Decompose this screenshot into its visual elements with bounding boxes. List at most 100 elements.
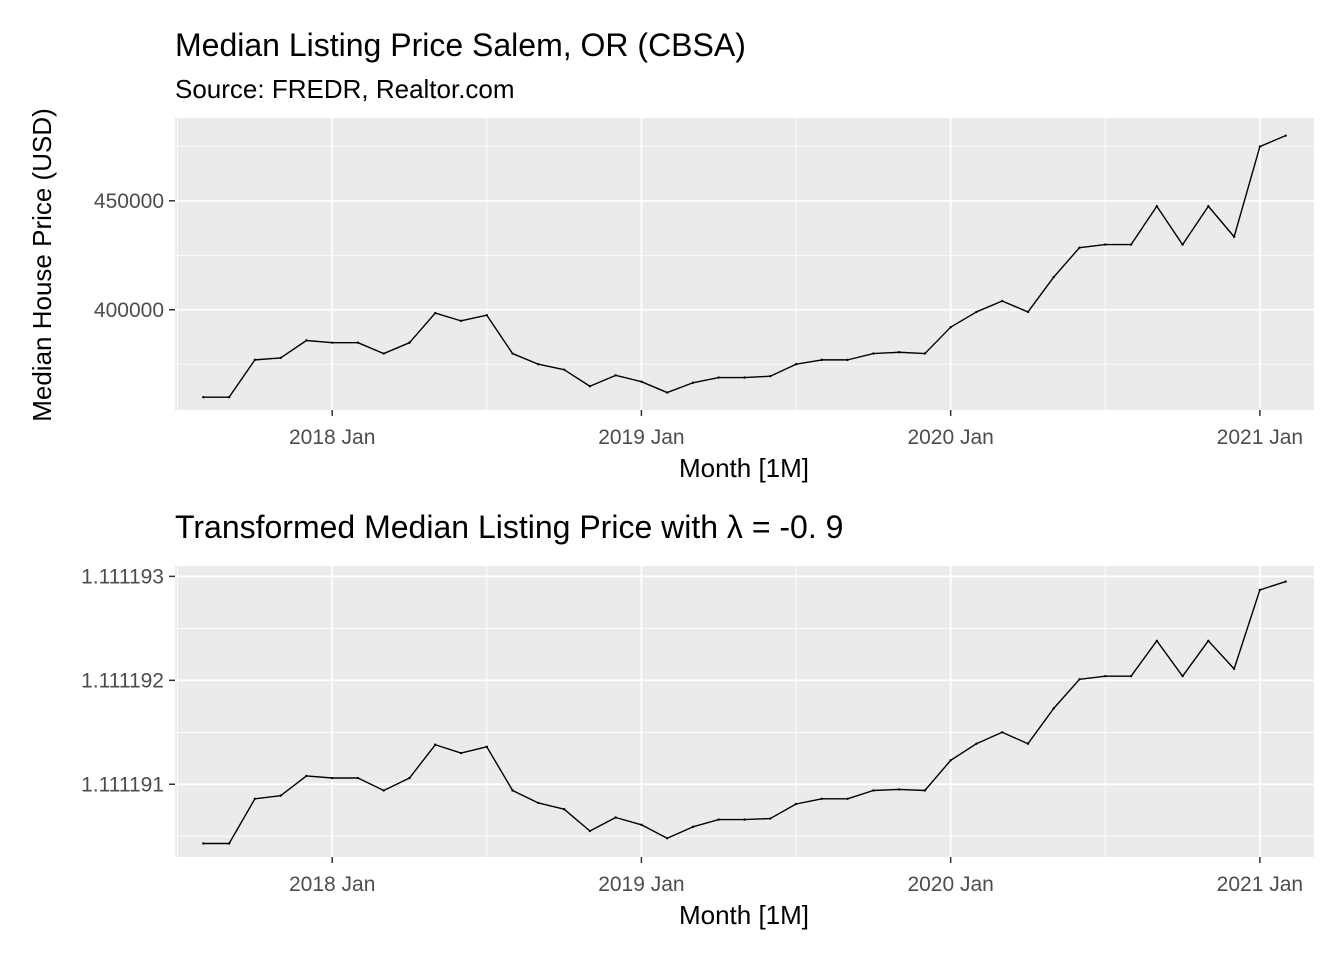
- chart-1-gridlines: [175, 118, 1314, 410]
- data-point-2018-03: [382, 352, 385, 355]
- data-point-2020-01: [949, 759, 952, 762]
- data-point-2018-09: [537, 363, 540, 366]
- data-point-2018-11: [588, 385, 592, 388]
- chart-1-x-tick-label-2018: 2018 Jan: [289, 426, 375, 449]
- data-point-2020-09: [1155, 205, 1159, 208]
- chart-2: Transformed Median Listing Price with λ …: [81, 509, 1314, 930]
- data-point-2019-04: [717, 376, 720, 379]
- data-point-2019-12: [923, 789, 927, 792]
- data-point-2019-06: [769, 375, 772, 378]
- data-point-2018-06: [459, 751, 463, 755]
- data-point-2020-06: [1078, 678, 1081, 681]
- data-point-2017-10: [253, 358, 257, 362]
- data-point-2018-01: [330, 776, 334, 780]
- data-point-2017-08: [202, 395, 205, 399]
- data-point-2018-11: [588, 829, 592, 833]
- chart-1-x-tick-label-2019: 2019 Jan: [598, 426, 684, 449]
- chart-1-x-axis-title: Month [1M]: [679, 453, 809, 483]
- chart-2-x-tick-label-2021: 2021 Jan: [1217, 873, 1303, 896]
- data-point-2018-06: [459, 319, 463, 323]
- data-point-2019-08: [820, 797, 824, 800]
- chart-1-x-tick-label-2020: 2020 Jan: [907, 426, 993, 449]
- data-point-2020-10: [1181, 674, 1184, 678]
- data-point-2021-02: [1284, 580, 1287, 583]
- data-point-2018-12: [614, 816, 617, 819]
- data-point-2018-04: [408, 776, 411, 780]
- data-point-2020-02: [975, 310, 978, 314]
- data-point-2019-01: [640, 380, 643, 383]
- chart-1-axis-ticks: [169, 200, 1261, 416]
- data-point-2018-10: [562, 368, 566, 371]
- data-point-2019-01: [640, 823, 643, 826]
- data-point-2019-06: [769, 817, 772, 820]
- data-point-2019-09: [846, 797, 849, 800]
- chart-2-y-tick-label-1.111193: 1.111193: [81, 565, 164, 588]
- chart-1: Median Listing Price Salem, OR (CBSA) So…: [27, 27, 1314, 483]
- data-point-2020-05: [1052, 275, 1055, 279]
- data-point-2020-10: [1181, 243, 1184, 246]
- data-point-2018-12: [614, 374, 617, 377]
- data-point-2019-02: [665, 391, 669, 394]
- data-point-2018-07: [485, 745, 489, 749]
- data-point-2021-02: [1284, 134, 1287, 137]
- chart-1-plot-panel: [175, 118, 1314, 410]
- data-point-2020-12: [1232, 235, 1236, 238]
- data-point-2020-06: [1078, 246, 1081, 249]
- data-point-2017-12: [305, 774, 308, 778]
- data-point-2018-01: [330, 341, 334, 344]
- data-point-2017-12: [305, 339, 308, 342]
- data-point-2020-07: [1104, 243, 1107, 246]
- data-point-2019-09: [846, 358, 849, 362]
- data-point-2017-11: [279, 794, 282, 797]
- data-point-2018-05: [434, 743, 437, 746]
- data-point-2018-09: [537, 801, 540, 805]
- data-point-2017-09: [227, 842, 231, 845]
- data-point-2018-05: [434, 311, 437, 315]
- data-point-2020-03: [1000, 299, 1004, 303]
- data-point-2018-10: [562, 807, 566, 811]
- data-point-2020-01: [949, 325, 952, 329]
- data-point-2019-04: [717, 818, 720, 821]
- chart-1-title: Median Listing Price Salem, OR (CBSA): [175, 27, 746, 63]
- chart-2-x-axis-title: Month [1M]: [679, 900, 809, 930]
- data-point-2019-02: [665, 837, 669, 840]
- chart-2-x-tick-label-2020: 2020 Jan: [907, 873, 993, 896]
- data-point-2019-11: [897, 351, 901, 354]
- chart-2-title: Transformed Median Listing Price with λ …: [175, 509, 843, 545]
- data-point-2020-11: [1207, 639, 1210, 643]
- data-point-2020-04: [1026, 742, 1030, 745]
- chart-2-axis-ticks: [169, 575, 1261, 863]
- data-point-2020-11: [1207, 205, 1210, 208]
- data-point-2019-08: [820, 358, 824, 362]
- data-point-2021-01: [1258, 145, 1262, 148]
- data-point-2019-12: [923, 352, 927, 355]
- data-point-2018-02: [356, 341, 360, 344]
- chart-2-y-tick-label-1.111192: 1.111192: [81, 669, 164, 692]
- data-point-2019-10: [872, 789, 875, 792]
- data-point-2018-08: [511, 352, 514, 355]
- chart-1-subtitle: Source: FREDR, Realtor.com: [175, 74, 515, 104]
- data-point-2019-05: [743, 818, 746, 821]
- chart-1-y-tick-label-450000: 450000: [94, 190, 164, 213]
- data-point-2019-11: [897, 788, 901, 791]
- data-point-2019-07: [794, 363, 798, 366]
- data-point-2017-11: [279, 356, 282, 360]
- data-point-2020-03: [1000, 731, 1004, 734]
- data-point-2018-03: [382, 789, 385, 792]
- chart-1-x-tick-label-2021: 2021 Jan: [1217, 426, 1303, 449]
- data-point-2020-12: [1232, 667, 1236, 671]
- data-point-2020-02: [975, 742, 978, 745]
- data-point-2018-08: [511, 789, 514, 792]
- chart-1-y-tick-label-400000: 400000: [94, 299, 164, 322]
- data-point-2021-01: [1258, 588, 1262, 592]
- data-point-2019-03: [691, 825, 695, 829]
- chart-2-plot-panel: [175, 566, 1314, 857]
- chart-2-gridlines: [175, 566, 1314, 857]
- chart-1-data-points: [202, 134, 1287, 399]
- chart-2-data-points: [202, 580, 1287, 845]
- data-point-2018-04: [408, 341, 411, 344]
- data-point-2019-10: [872, 352, 875, 355]
- data-point-2020-07: [1104, 674, 1107, 678]
- data-point-2018-02: [356, 776, 360, 780]
